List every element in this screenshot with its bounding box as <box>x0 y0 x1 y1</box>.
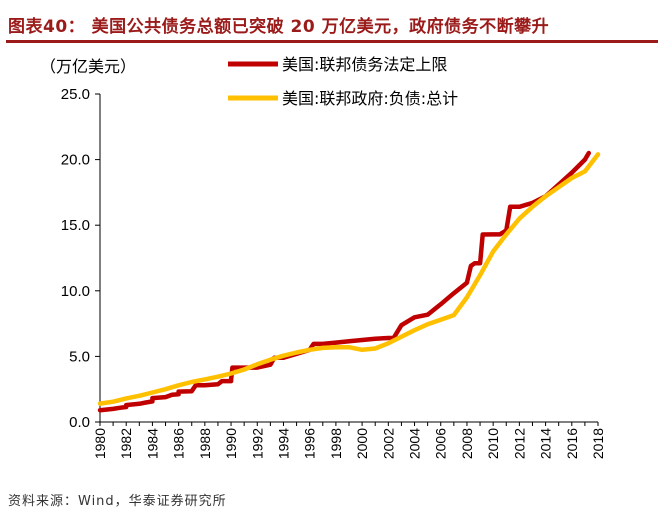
x-tick-label: 1998 <box>328 428 344 459</box>
series-line-debt-ceiling <box>97 150 592 413</box>
x-tick-label: 2004 <box>407 428 423 459</box>
y-tick-label: 20.0 <box>61 152 90 169</box>
x-tick-label: 1988 <box>197 428 213 459</box>
x-tick-label: 2002 <box>380 428 396 459</box>
x-tick-label: 1986 <box>171 428 187 459</box>
x-tick-label: 2018 <box>590 428 606 459</box>
x-tick-label: 2014 <box>538 428 554 459</box>
x-tick-label: 2016 <box>564 428 580 459</box>
x-tick-label: 2010 <box>485 428 501 459</box>
x-tick-label: 1980 <box>92 428 108 459</box>
chart-axes: 0.0 5.0 10.0 15.0 20.0 25.0 1980 1982 1984 1986 19… <box>61 86 606 459</box>
source-note: 资料来源：Wind，华泰证券研究所 <box>8 494 227 509</box>
plot-area <box>97 150 601 413</box>
x-tick-label: 1994 <box>275 428 291 459</box>
x-tick-label: 1982 <box>118 428 134 459</box>
legend-label: 美国:联邦政府:负债:总计 <box>282 89 458 108</box>
x-tick-label: 2000 <box>354 428 370 459</box>
x-tick-label: 1996 <box>302 428 318 459</box>
title-rule <box>6 40 658 43</box>
x-tick-label: 1992 <box>249 428 265 459</box>
y-tick-label: 0.0 <box>69 414 90 431</box>
y-tick-label: 25.0 <box>61 86 90 103</box>
legend-label: 美国:联邦债务法定上限 <box>282 55 447 74</box>
figure-title: 图表40： 美国公共债务总额已突破 20 万亿美元，政府债务不断攀升 <box>8 17 550 37</box>
series-line-total-debt <box>97 152 601 406</box>
y-tick-label: 15.0 <box>61 217 90 234</box>
x-tick-label: 2012 <box>511 428 527 459</box>
y-tick-label: 5.0 <box>69 348 90 365</box>
figure-header: 图表40： 美国公共债务总额已突破 20 万亿美元，政府债务不断攀升 <box>0 0 663 44</box>
y-tick-label: 10.0 <box>61 283 90 300</box>
x-tick-label: 2006 <box>433 428 449 459</box>
x-tick-label: 2008 <box>459 428 475 459</box>
unit-label: （万亿美元） <box>40 57 136 76</box>
x-tick-label: 1984 <box>144 428 160 459</box>
x-tick-label: 1990 <box>223 428 239 459</box>
